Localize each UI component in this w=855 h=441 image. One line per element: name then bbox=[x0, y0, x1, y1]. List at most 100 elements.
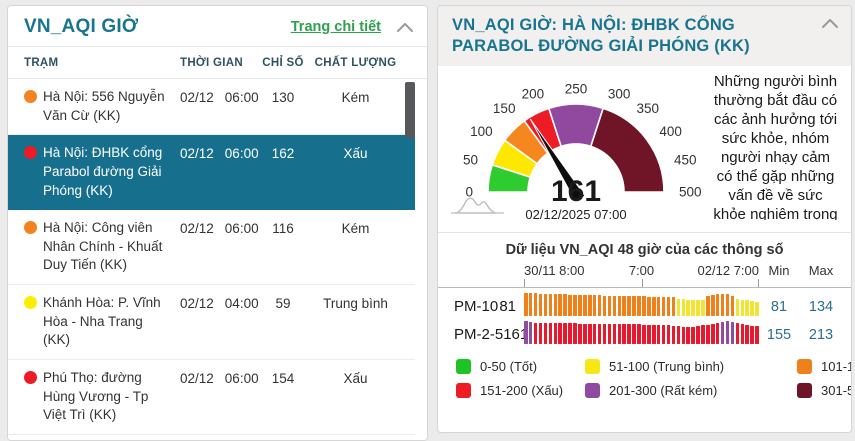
max-column-header: Max bbox=[808, 262, 834, 278]
table-row[interactable]: Hà Nội: 556 Nguyễn Văn Cừ (KK) 02/12 06:00… bbox=[8, 79, 415, 136]
bar bbox=[671, 325, 676, 344]
scrollbar-thumb[interactable] bbox=[405, 82, 415, 138]
bar bbox=[691, 326, 695, 344]
bar bbox=[661, 325, 666, 344]
bar bbox=[524, 321, 528, 344]
legend-color-swatch bbox=[585, 382, 600, 398]
bar bbox=[740, 299, 745, 316]
bar bbox=[701, 325, 705, 344]
bar bbox=[651, 296, 656, 316]
bar bbox=[755, 301, 759, 316]
bar bbox=[568, 294, 572, 316]
bar bbox=[730, 295, 735, 316]
bar bbox=[711, 295, 715, 316]
table-row[interactable]: Hà Nội: ĐHBK cổng Parabol đường Giải Phó… bbox=[8, 135, 415, 211]
time-value: 06:00 bbox=[224, 370, 259, 386]
table-row[interactable]: Khánh Hòa: P. Vĩnh Hòa - Nha Trang (KK) 0… bbox=[8, 285, 415, 360]
bar-chart-axis bbox=[438, 278, 851, 288]
series-bars bbox=[524, 320, 759, 344]
table-row[interactable]: Phú Thọ: đường Hùng Vương - Tp Việt Trì … bbox=[8, 359, 415, 435]
status-dot-icon bbox=[24, 296, 37, 309]
gauge-tick-label: 50 bbox=[463, 153, 478, 168]
bar bbox=[548, 293, 553, 316]
bar bbox=[730, 321, 735, 344]
bar bbox=[666, 297, 671, 316]
bar bbox=[617, 295, 622, 316]
series-min-value: 155 bbox=[766, 326, 792, 343]
table-row[interactable]: Hà Nội: Công viên Nhân Chính - Khuất Duy… bbox=[8, 210, 415, 285]
aqi-gauge: 0 50 100 150 200 250 300 350 400 450 500 161 02/12/2… bbox=[448, 70, 710, 226]
station-name: Khánh Hòa: P. Vĩnh Hòa - Nha Trang (KK) bbox=[43, 295, 161, 348]
bar bbox=[711, 323, 715, 344]
bar bbox=[642, 296, 646, 316]
bar bbox=[597, 295, 602, 316]
bar bbox=[681, 299, 686, 316]
bar bbox=[656, 324, 661, 344]
bar-chart-rows: PM-10 81 81 134 PM-2-5 161 155 213 bbox=[438, 292, 851, 344]
bar bbox=[637, 296, 641, 316]
station-name: Hà Nội: Công viên Nhân Chính - Khuất Duy… bbox=[43, 220, 163, 273]
gauge-tick-label: 300 bbox=[608, 86, 631, 101]
bar bbox=[647, 324, 651, 344]
station-cell: Hà Nội: 556 Nguyễn Văn Cừ (KK) bbox=[24, 88, 176, 125]
bar bbox=[583, 295, 587, 316]
station-name: Phú Thọ: đường Hùng Vương - Tp Việt Trì … bbox=[43, 369, 149, 423]
bar bbox=[725, 320, 730, 344]
collapse-chevron-icon[interactable] bbox=[397, 22, 413, 32]
date-value: 02/12 bbox=[180, 146, 214, 162]
status-dot-icon bbox=[24, 221, 37, 235]
bar bbox=[656, 296, 661, 316]
bar bbox=[538, 293, 543, 316]
bar bbox=[750, 326, 754, 344]
time-value: 06:00 bbox=[224, 90, 259, 105]
gauge-tick-label: 0 bbox=[465, 184, 473, 199]
legend-item: 51-100 (Trung bình) bbox=[585, 358, 797, 374]
quality-value: Xấu bbox=[343, 146, 368, 162]
series-label: PM-2-5 161 bbox=[452, 326, 528, 344]
bar bbox=[701, 299, 705, 316]
bar bbox=[681, 326, 686, 344]
series-row: PM-10 81 81 134 bbox=[438, 292, 851, 316]
legend-item: 201-300 (Rất kém) bbox=[585, 382, 797, 398]
bar bbox=[578, 323, 582, 344]
gauge-tick-label: 450 bbox=[674, 153, 697, 168]
series-current-value: 81 bbox=[499, 297, 516, 315]
quality-value: Kém bbox=[341, 90, 370, 105]
date-value: 02/12 bbox=[180, 370, 214, 386]
legend-color-swatch bbox=[797, 382, 812, 398]
gauge-tick-label: 250 bbox=[565, 81, 588, 96]
bar bbox=[745, 300, 750, 316]
legend-label: 51-100 (Trung bình) bbox=[609, 358, 725, 374]
time-cell: 02/12 04:00 bbox=[180, 294, 259, 350]
series-label: PM-10 81 bbox=[452, 298, 524, 316]
bar bbox=[715, 294, 720, 316]
legend-item: 151-200 (Xấu) bbox=[456, 382, 585, 398]
bar bbox=[563, 294, 567, 316]
index-value: 162 bbox=[271, 146, 295, 162]
bar bbox=[676, 326, 681, 344]
bar bbox=[735, 298, 740, 316]
bar-chart-axis-labels: 30/11 8:00 7:00 02/12 7:00 Min Max bbox=[438, 261, 851, 278]
panel-title: VN_AQI GIỜ bbox=[24, 16, 139, 37]
bar bbox=[671, 297, 676, 316]
bar bbox=[632, 296, 636, 316]
time-cell: 02/12 06:00 bbox=[180, 144, 259, 200]
bar bbox=[578, 294, 582, 316]
axis-label-start: 30/11 8:00 bbox=[524, 262, 585, 278]
axis-label-end: 02/12 7:00 bbox=[697, 262, 759, 278]
gauge-tick-label: 500 bbox=[679, 184, 702, 199]
table-row[interactable]: Đà Nẵng: 41 đường Lê Duẩn (KK)29/1115:00… bbox=[8, 434, 415, 440]
bar bbox=[583, 323, 587, 344]
legend-color-swatch bbox=[585, 358, 600, 374]
aqi-stations-panel: VN_AQI GIỜ Trang chi tiết TRẠM THỜI GIAN… bbox=[7, 5, 428, 441]
detail-page-link[interactable]: Trang chi tiết bbox=[290, 19, 381, 35]
station-cell: Khánh Hòa: P. Vĩnh Hòa - Nha Trang (KK) bbox=[24, 294, 176, 350]
bar bbox=[587, 323, 592, 344]
bar bbox=[612, 324, 617, 344]
time-value: 06:00 bbox=[224, 146, 259, 162]
collapse-chevron-icon[interactable] bbox=[822, 19, 838, 28]
bar bbox=[568, 323, 572, 344]
legend-color-swatch bbox=[797, 358, 812, 374]
bar bbox=[543, 322, 548, 344]
